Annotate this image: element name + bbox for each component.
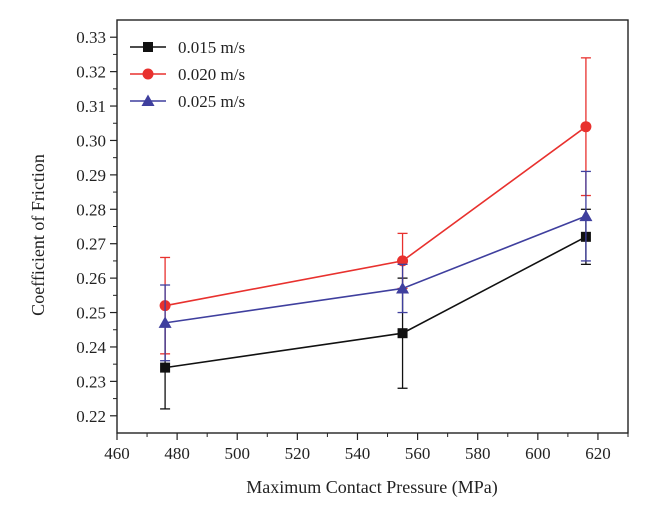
data-point (396, 281, 410, 294)
x-tick-label: 540 (345, 444, 371, 463)
legend-item-0: 0.015 m/s (130, 38, 245, 57)
legend-label: 0.025 m/s (178, 92, 245, 111)
x-tick-label: 500 (224, 444, 250, 463)
y-tick-label: 0.25 (76, 304, 106, 323)
y-tick-label: 0.33 (76, 28, 106, 47)
y-axis-title: Coefficient of Friction (28, 154, 48, 316)
data-point (160, 362, 171, 373)
data-point (158, 316, 172, 328)
x-tick-label: 600 (525, 444, 551, 463)
series-2 (158, 170, 593, 362)
y-tick-label: 0.29 (76, 166, 106, 185)
x-tick-label: 520 (285, 444, 311, 463)
legend-label: 0.015 m/s (178, 38, 245, 57)
legend-marker (142, 68, 154, 80)
y-tick-label: 0.23 (76, 372, 106, 391)
series-line (164, 126, 587, 307)
y-tick-label: 0.22 (76, 407, 106, 426)
legend-item-2: 0.025 m/s (130, 92, 245, 111)
y-tick-label: 0.30 (76, 131, 106, 150)
y-tick-label: 0.24 (76, 338, 106, 357)
legend-label: 0.020 m/s (178, 65, 245, 84)
y-tick-label: 0.32 (76, 63, 106, 82)
data-point (579, 209, 593, 222)
legend-marker (143, 42, 153, 52)
x-axis-title: Maximum Contact Pressure (MPa) (246, 477, 497, 498)
legend-item-1: 0.020 m/s (130, 65, 245, 84)
y-tick-label: 0.27 (76, 235, 106, 254)
x-tick-label: 620 (585, 444, 611, 463)
x-tick-label: 480 (164, 444, 190, 463)
x-tick-label: 460 (104, 444, 130, 463)
legend-marker (141, 94, 155, 106)
data-point (397, 328, 408, 339)
data-point (580, 121, 592, 133)
x-tick-label: 580 (465, 444, 491, 463)
y-tick-label: 0.31 (76, 97, 106, 116)
series-line (164, 236, 587, 369)
data-point (397, 255, 409, 267)
x-tick-label: 560 (405, 444, 431, 463)
y-tick-label: 0.28 (76, 200, 106, 219)
y-tick-label: 0.26 (76, 269, 106, 288)
